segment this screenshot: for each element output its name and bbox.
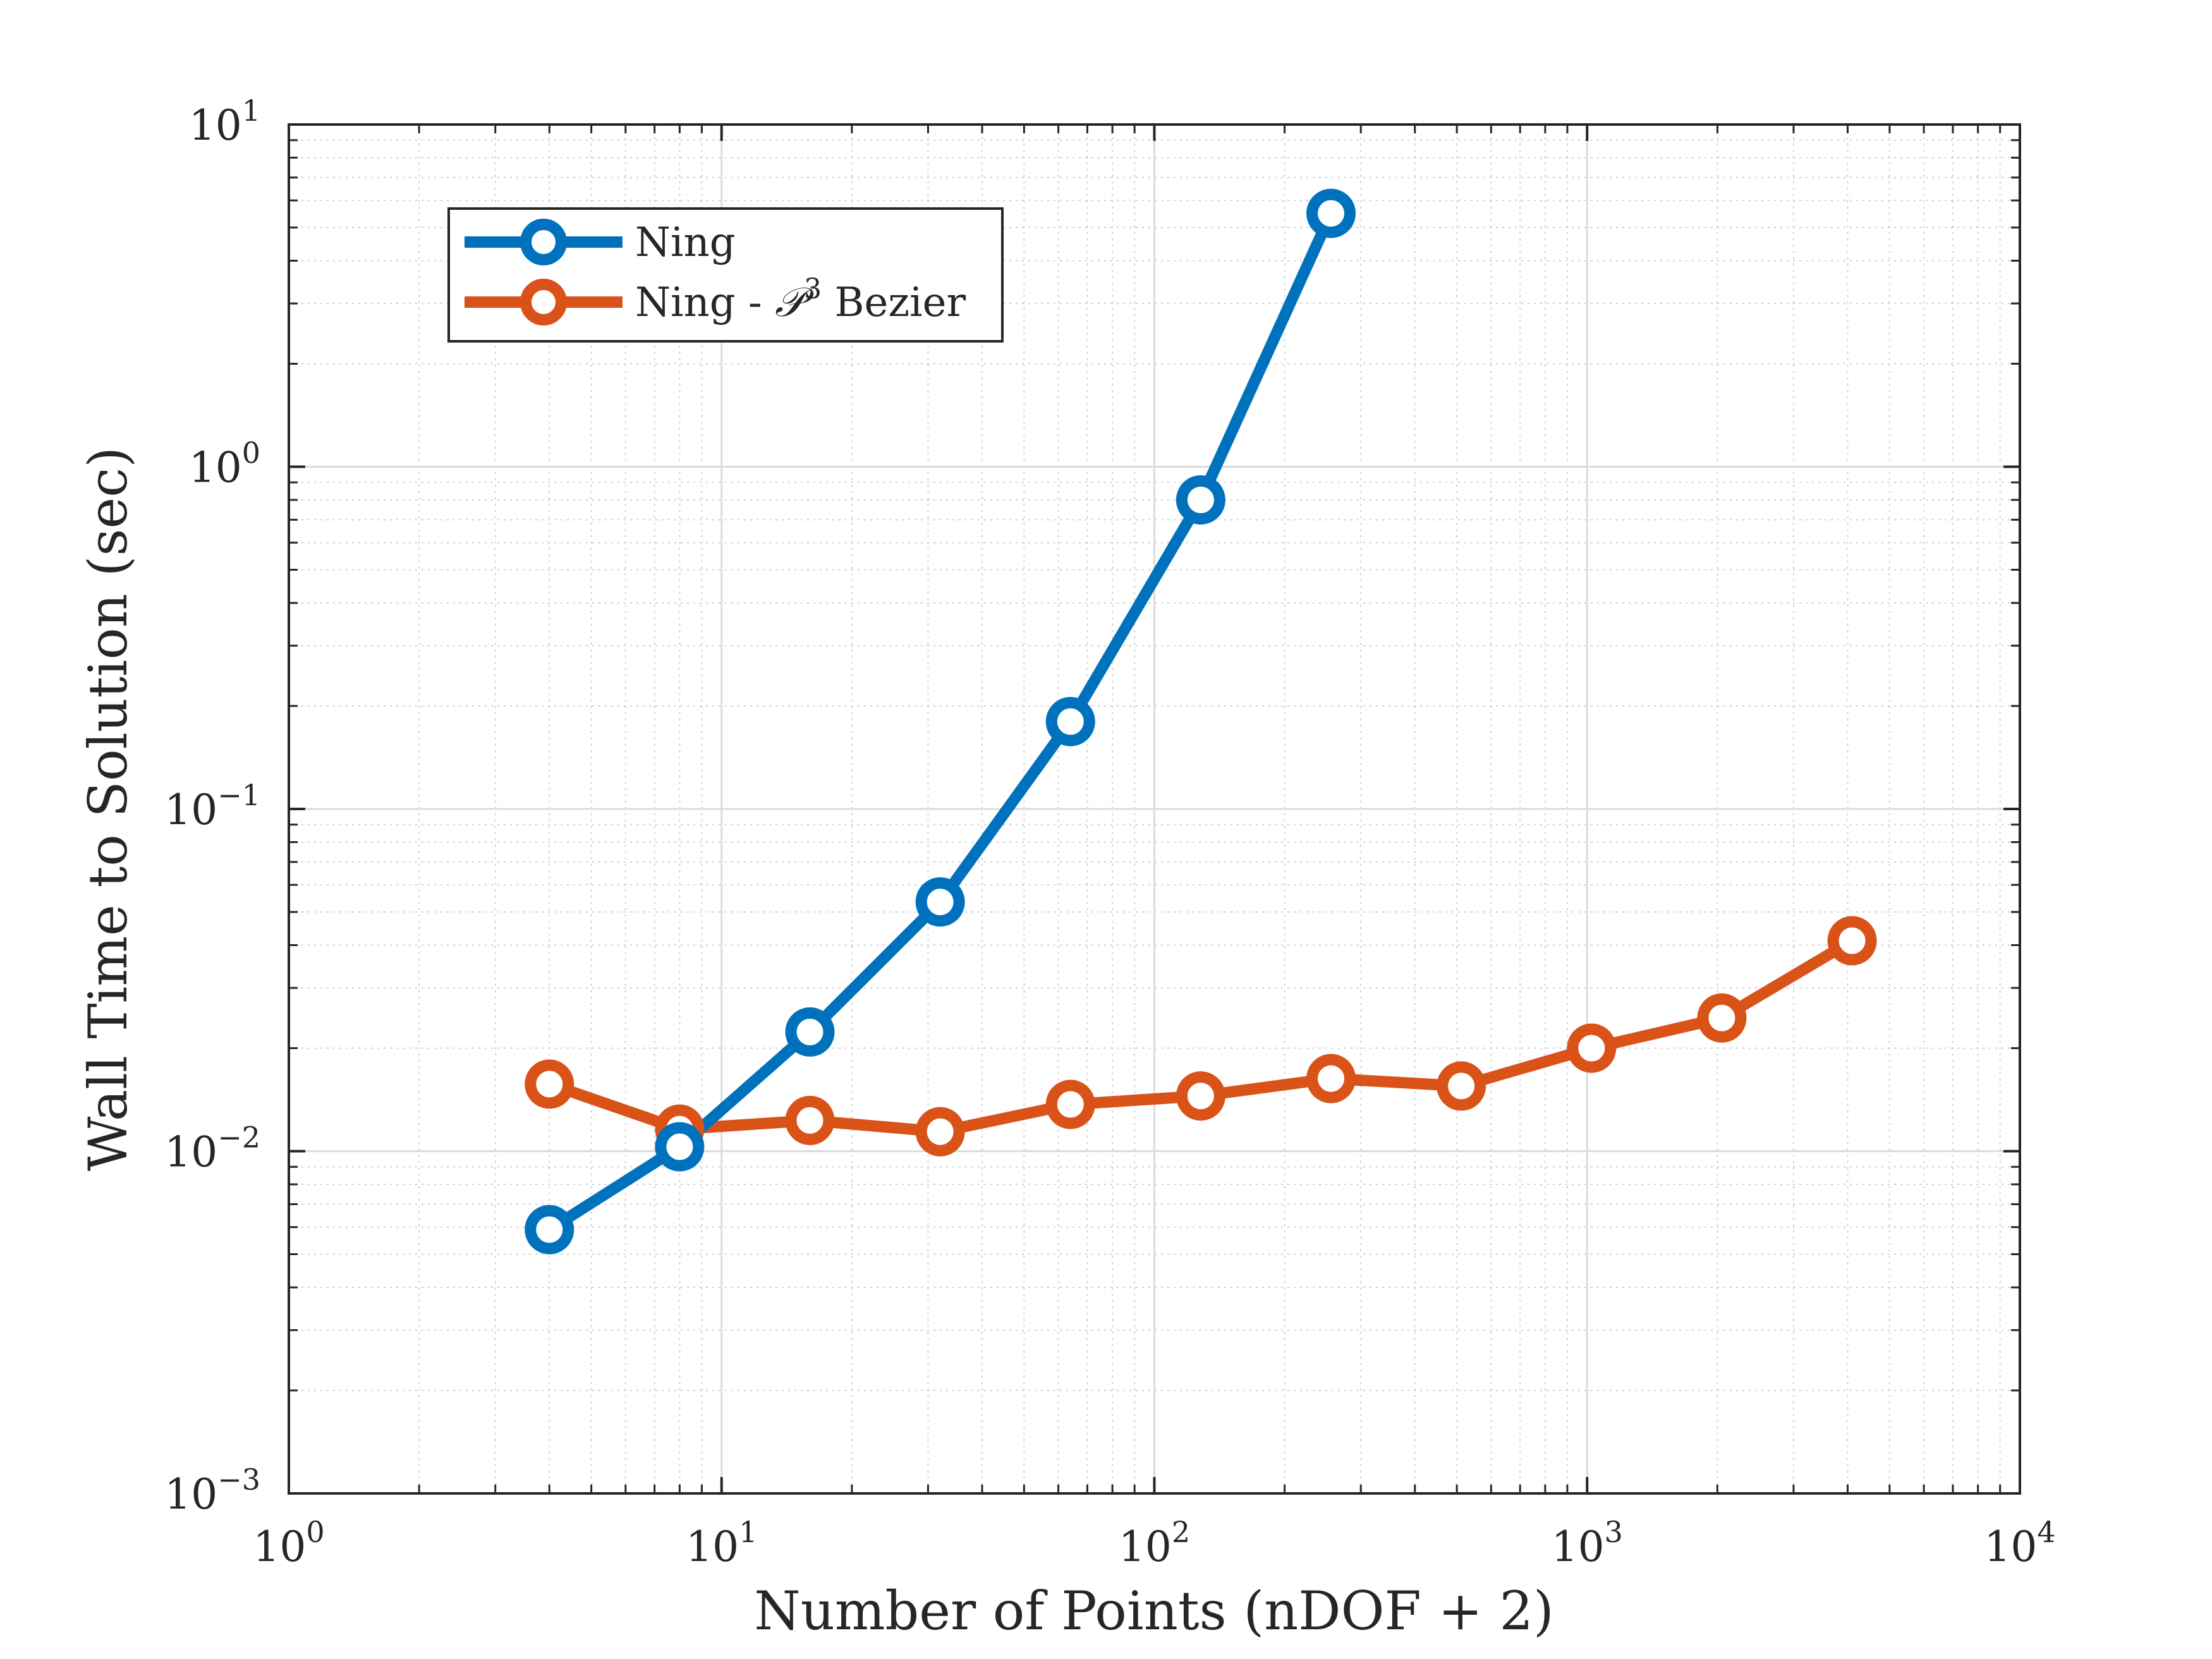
series-1-marker bbox=[1437, 1061, 1486, 1111]
x-tick-label-base: 10 bbox=[1552, 1522, 1605, 1571]
legend-label-ning-bezier-sup: 3 bbox=[804, 273, 822, 305]
series-0-marker bbox=[1045, 696, 1095, 746]
legend-marker-ning-bezier bbox=[520, 279, 567, 325]
plot-area-frame bbox=[288, 123, 2021, 1495]
x-tick-label-exponent: 1 bbox=[739, 1515, 757, 1549]
x-tick-label-exponent: 0 bbox=[306, 1515, 324, 1549]
x-tick-label: 102 bbox=[1119, 1515, 1190, 1571]
series-0-marker bbox=[915, 877, 965, 927]
x-tick-label-exponent: 3 bbox=[1605, 1515, 1623, 1549]
y-tick-label-base: 10 bbox=[189, 101, 242, 150]
x-tick-label: 104 bbox=[1984, 1515, 2055, 1571]
series-1-marker bbox=[1827, 916, 1877, 966]
y-tick-label: 100 bbox=[189, 436, 260, 492]
series-1-marker bbox=[525, 1059, 574, 1109]
x-tick-label: 100 bbox=[253, 1515, 324, 1571]
legend: Ning Ning - 𝒫3 Bezier bbox=[447, 207, 1004, 343]
series-0-marker bbox=[1306, 188, 1356, 238]
y-tick-label-exponent: −2 bbox=[217, 1121, 260, 1155]
x-tick-label: 103 bbox=[1552, 1515, 1623, 1571]
y-tick-label-exponent: 1 bbox=[242, 94, 260, 128]
legend-label-ning-bezier-prefix: Ning - bbox=[635, 279, 775, 326]
y-tick-label-base: 10 bbox=[164, 1128, 217, 1177]
x-tick-label-base: 10 bbox=[1119, 1522, 1172, 1571]
y-tick-label-base: 10 bbox=[164, 786, 217, 834]
y-tick-label: 10−3 bbox=[164, 1462, 260, 1519]
legend-label-ning-bezier: Ning - 𝒫3 Bezier bbox=[635, 273, 966, 326]
series-0-marker bbox=[655, 1122, 705, 1172]
y-tick-label-base: 10 bbox=[164, 1470, 217, 1519]
series-1-marker bbox=[1697, 993, 1747, 1043]
series-1-marker bbox=[1045, 1079, 1095, 1129]
series-1-marker bbox=[915, 1107, 965, 1157]
y-tick-label-base: 10 bbox=[189, 444, 242, 492]
x-tick-label-exponent: 2 bbox=[1172, 1515, 1190, 1549]
y-tick-label-exponent: 0 bbox=[242, 436, 260, 470]
y-tick-label: 10−2 bbox=[164, 1121, 260, 1177]
x-tick-labels: 100 101 102 103 104 bbox=[253, 1515, 2055, 1571]
y-tick-label-exponent: −3 bbox=[217, 1462, 260, 1497]
series-0-marker bbox=[525, 1205, 574, 1255]
series-1-marker bbox=[1306, 1054, 1356, 1103]
series-1-marker bbox=[1567, 1023, 1617, 1073]
x-tick-label: 101 bbox=[686, 1515, 757, 1571]
y-axis-label: Wall Time to Solution (sec) bbox=[77, 447, 139, 1171]
x-tick-label-base: 10 bbox=[253, 1522, 306, 1571]
series-0-marker bbox=[1176, 475, 1225, 525]
x-tick-label-base: 10 bbox=[686, 1522, 739, 1571]
x-tick-label-exponent: 4 bbox=[2037, 1515, 2055, 1549]
series-layer bbox=[525, 188, 1877, 1255]
series-0-marker bbox=[785, 1007, 835, 1057]
legend-marker-ning bbox=[520, 219, 567, 265]
legend-label-ning: Ning bbox=[635, 219, 736, 266]
y-tick-label: 101 bbox=[189, 94, 260, 150]
x-axis-label: Number of Points (nDOF + 2) bbox=[754, 1580, 1554, 1642]
major-grid bbox=[289, 125, 2020, 1493]
legend-label-ning-bezier-suffix: Bezier bbox=[822, 279, 966, 326]
y-tick-label: 10−1 bbox=[164, 778, 260, 834]
x-tick-label-base: 10 bbox=[1984, 1522, 2037, 1571]
y-tick-label-exponent: −1 bbox=[217, 778, 260, 812]
series-1-marker bbox=[785, 1095, 835, 1145]
series-1-marker bbox=[1176, 1071, 1225, 1121]
